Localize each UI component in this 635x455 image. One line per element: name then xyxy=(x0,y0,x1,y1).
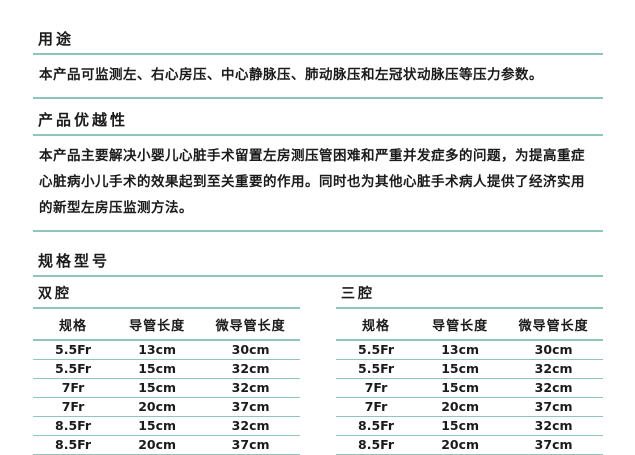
cell-spec: 7Fr xyxy=(336,397,417,417)
cell-spec: 8.5Fr xyxy=(336,416,417,436)
spec-column-dual-lumen: 双腔 规格 导管长度 微导管长度 5.5Fr 13cm xyxy=(33,286,300,455)
triple-lumen-label: 三腔 xyxy=(336,286,603,309)
cell-microcatheter-length: 30cm xyxy=(201,340,300,360)
advantages-body-text: 本产品主要解决小婴儿心脏手术留置左房测压管困难和严重并发症多的问题，为提高重症心… xyxy=(33,136,603,232)
cell-catheter-length: 20cm xyxy=(113,435,202,455)
section-specs: 规格型号 双腔 规格 导管长度 微导管长度 5 xyxy=(33,253,603,455)
cell-microcatheter-length: 32cm xyxy=(504,359,603,379)
cell-spec: 5.5Fr xyxy=(33,359,114,379)
spec-column-triple-lumen: 三腔 规格 导管长度 微导管长度 5.5Fr 13cm xyxy=(336,286,603,455)
section-usage: 用途 本产品可监测左、右心房压、中心静脉压、肺动脉压和左冠状动脉压等压力参数。 xyxy=(33,31,603,99)
table-row: 5.5Fr 15cm 32cm xyxy=(33,359,300,379)
cell-spec: 5.5Fr xyxy=(33,340,114,360)
section-title-advantages: 产品优越性 xyxy=(33,112,603,136)
cell-microcatheter-length: 30cm xyxy=(504,340,603,360)
cell-microcatheter-length: 32cm xyxy=(504,378,603,398)
cell-spec: 8.5Fr xyxy=(33,435,114,455)
cell-spec: 7Fr xyxy=(336,378,417,398)
table-row: 7Fr 20cm 37cm xyxy=(336,397,603,417)
cell-spec: 7Fr xyxy=(33,378,114,398)
cell-microcatheter-length: 37cm xyxy=(201,397,300,417)
cell-microcatheter-length: 32cm xyxy=(201,359,300,379)
cell-catheter-length: 20cm xyxy=(113,397,202,417)
cell-microcatheter-length: 32cm xyxy=(201,416,300,436)
column-header-spec: 规格 xyxy=(336,309,417,341)
cell-catheter-length: 15cm xyxy=(416,416,505,436)
cell-catheter-length: 15cm xyxy=(416,378,505,398)
table-row: 8.5Fr 20cm 37cm xyxy=(336,435,603,455)
table-row: 8.5Fr 15cm 32cm xyxy=(336,416,603,436)
triple-lumen-table: 规格 导管长度 微导管长度 5.5Fr 13cm 30cm 5.5Fr xyxy=(336,309,603,455)
column-header-spec: 规格 xyxy=(33,309,114,341)
cell-catheter-length: 15cm xyxy=(113,416,202,436)
cell-spec: 5.5Fr xyxy=(336,359,417,379)
cell-catheter-length: 13cm xyxy=(416,340,505,360)
cell-catheter-length: 15cm xyxy=(113,378,202,398)
dual-lumen-label: 双腔 xyxy=(33,286,300,309)
column-header-microcatheter-length: 微导管长度 xyxy=(504,309,603,341)
cell-catheter-length: 15cm xyxy=(416,359,505,379)
cell-spec: 8.5Fr xyxy=(33,416,114,436)
table-row: 8.5Fr 20cm 37cm xyxy=(33,435,300,455)
cell-microcatheter-length: 32cm xyxy=(504,416,603,436)
cell-catheter-length: 20cm xyxy=(416,435,505,455)
table-row: 7Fr 15cm 32cm xyxy=(33,378,300,398)
dual-lumen-table: 规格 导管长度 微导管长度 5.5Fr 13cm 30cm 5.5Fr xyxy=(33,309,300,455)
cell-microcatheter-length: 37cm xyxy=(201,435,300,455)
table-header-row: 规格 导管长度 微导管长度 xyxy=(336,309,603,341)
cell-catheter-length: 15cm xyxy=(113,359,202,379)
section-title-usage: 用途 xyxy=(33,31,603,55)
table-row: 8.5Fr 15cm 32cm xyxy=(33,416,300,436)
spec-tables-row: 双腔 规格 导管长度 微导管长度 5.5Fr 13cm xyxy=(33,286,603,455)
column-header-catheter-length: 导管长度 xyxy=(113,309,202,341)
table-row: 5.5Fr 13cm 30cm xyxy=(33,340,300,360)
section-title-specs: 规格型号 xyxy=(33,253,603,277)
cell-spec: 5.5Fr xyxy=(336,340,417,360)
section-advantages: 产品优越性 本产品主要解决小婴儿心脏手术留置左房测压管困难和严重并发症多的问题，… xyxy=(33,112,603,232)
table-row: 7Fr 20cm 37cm xyxy=(33,397,300,417)
cell-catheter-length: 20cm xyxy=(416,397,505,417)
cell-microcatheter-length: 32cm xyxy=(201,378,300,398)
table-row: 7Fr 15cm 32cm xyxy=(336,378,603,398)
usage-body-text: 本产品可监测左、右心房压、中心静脉压、肺动脉压和左冠状动脉压等压力参数。 xyxy=(33,55,603,99)
cell-spec: 8.5Fr xyxy=(336,435,417,455)
cell-microcatheter-length: 37cm xyxy=(504,397,603,417)
table-row: 5.5Fr 13cm 30cm xyxy=(336,340,603,360)
column-header-microcatheter-length: 微导管长度 xyxy=(201,309,300,341)
table-row: 5.5Fr 15cm 32cm xyxy=(336,359,603,379)
cell-catheter-length: 13cm xyxy=(113,340,202,360)
cell-spec: 7Fr xyxy=(33,397,114,417)
table-header-row: 规格 导管长度 微导管长度 xyxy=(33,309,300,341)
column-header-catheter-length: 导管长度 xyxy=(416,309,505,341)
cell-microcatheter-length: 37cm xyxy=(504,435,603,455)
